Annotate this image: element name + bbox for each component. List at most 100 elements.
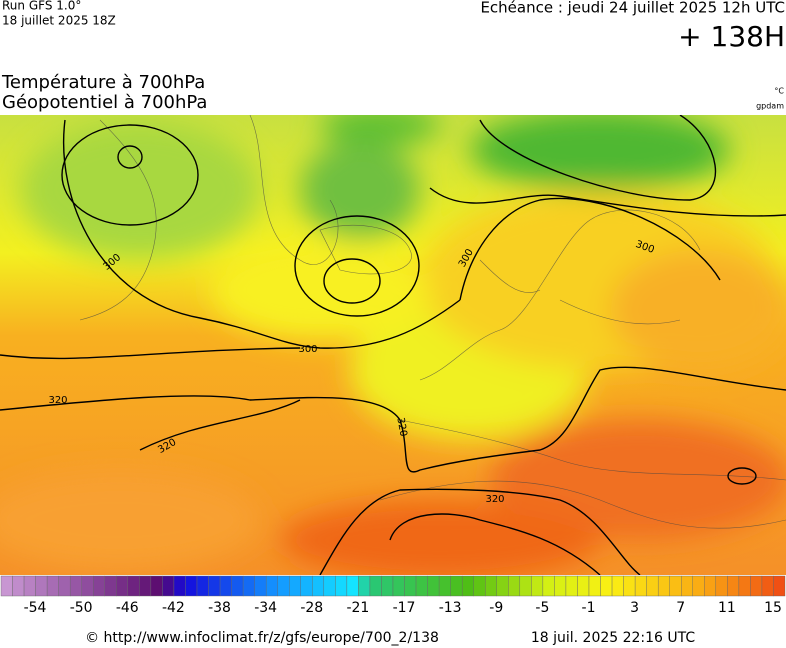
color-swatch xyxy=(104,575,117,597)
color-swatch xyxy=(358,575,371,597)
color-swatch xyxy=(116,575,129,597)
color-swatch xyxy=(750,575,763,597)
color-swatch xyxy=(346,575,359,597)
color-swatch xyxy=(208,575,221,597)
color-swatch xyxy=(496,575,509,597)
color-swatch xyxy=(485,575,497,597)
color-swatch xyxy=(611,575,624,597)
color-swatch xyxy=(692,575,705,597)
color-swatch xyxy=(623,575,636,597)
color-swatch xyxy=(196,575,209,597)
title-1: Température à 700hPa xyxy=(1,72,205,93)
color-swatch xyxy=(12,575,25,597)
color-swatch xyxy=(323,575,336,597)
color-swatch xyxy=(415,575,428,597)
color-swatch xyxy=(0,575,13,597)
color-swatch xyxy=(254,575,267,597)
color-swatch xyxy=(531,575,544,597)
color-swatch xyxy=(392,575,405,597)
legend-label: -1 xyxy=(582,600,596,616)
color-swatch xyxy=(438,575,451,597)
color-swatch xyxy=(657,575,670,597)
generated: 18 juil. 2025 22:16 UTC xyxy=(531,630,696,646)
legend-label: -38 xyxy=(208,600,231,616)
color-swatch xyxy=(369,575,382,597)
legend-label: -21 xyxy=(346,600,369,616)
legend-label: 15 xyxy=(764,600,782,616)
legend-label: -17 xyxy=(393,600,416,616)
color-swatch xyxy=(727,575,740,597)
color-swatch xyxy=(173,575,186,597)
color-swatch xyxy=(312,575,325,597)
unit-2: gpdam xyxy=(756,102,784,111)
legend-label: -46 xyxy=(116,600,139,616)
color-swatch xyxy=(519,575,532,597)
legend-label: -50 xyxy=(70,600,93,616)
color-swatch xyxy=(139,575,152,597)
legend-label: 11 xyxy=(718,600,736,616)
contour-label: 320 xyxy=(48,395,67,406)
color-swatch xyxy=(634,575,647,597)
color-swatch xyxy=(35,575,48,597)
title-2: Géopotentiel à 700hPa xyxy=(2,92,207,113)
color-swatch xyxy=(46,575,59,597)
color-swatch xyxy=(715,575,728,597)
legend-label: -42 xyxy=(162,600,185,616)
color-swatch xyxy=(450,575,463,597)
contour-label: 300 xyxy=(298,344,317,355)
unit-1: °C xyxy=(774,87,784,96)
color-swatch xyxy=(404,575,417,597)
lead-time: + 138H xyxy=(678,20,785,53)
color-swatch xyxy=(473,575,486,597)
color-swatch xyxy=(231,575,244,597)
color-swatch xyxy=(461,575,474,597)
color-swatch xyxy=(242,575,255,597)
color-swatch xyxy=(577,575,590,597)
contour-label: 320 xyxy=(485,494,504,505)
color-swatch xyxy=(277,575,290,597)
legend-label: -54 xyxy=(24,600,47,616)
color-swatch xyxy=(669,575,682,597)
color-swatch xyxy=(761,575,774,597)
color-swatch xyxy=(150,575,163,597)
legend-label: -13 xyxy=(439,600,462,616)
legend-label: -34 xyxy=(254,600,277,616)
legend-label: 7 xyxy=(676,600,685,616)
color-swatch xyxy=(127,575,140,597)
valid-time: Echéance : jeudi 24 juillet 2025 12h UTC xyxy=(480,0,785,17)
color-swatch xyxy=(646,575,659,597)
color-swatch xyxy=(93,575,105,597)
color-swatch xyxy=(565,575,578,597)
color-swatch xyxy=(542,575,555,597)
color-swatch xyxy=(185,575,198,597)
color-swatch xyxy=(681,575,693,597)
color-swatch xyxy=(588,575,601,597)
color-swatch xyxy=(162,575,175,597)
color-swatch xyxy=(219,575,232,597)
legend-label: -9 xyxy=(489,600,503,616)
color-swatch xyxy=(738,575,751,597)
contour-label: 320 xyxy=(394,417,408,438)
color-swatch xyxy=(81,575,94,597)
color-swatch xyxy=(69,575,82,597)
source: © http://www.infoclimat.fr/z/gfs/europe/… xyxy=(85,630,439,646)
color-swatch xyxy=(773,575,786,597)
color-swatch xyxy=(335,575,348,597)
color-swatch xyxy=(300,575,313,597)
legend-label: -28 xyxy=(300,600,323,616)
color-swatch xyxy=(381,575,394,597)
color-swatch xyxy=(427,575,440,597)
color-swatch xyxy=(289,575,301,597)
run-date: 18 juillet 2025 18Z xyxy=(2,14,116,28)
color-swatch xyxy=(265,575,278,597)
run: Run GFS 1.0° xyxy=(2,0,81,13)
color-swatch xyxy=(600,575,613,597)
color-swatch xyxy=(554,575,567,597)
legend-label: 3 xyxy=(630,600,639,616)
legend-label: -5 xyxy=(535,600,549,616)
color-swatch xyxy=(23,575,36,597)
color-swatch xyxy=(58,575,71,597)
